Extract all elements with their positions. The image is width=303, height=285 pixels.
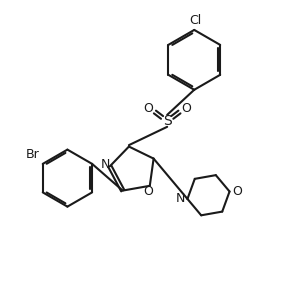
Text: Br: Br (25, 148, 39, 161)
Text: O: O (232, 185, 242, 198)
Text: Cl: Cl (190, 13, 202, 27)
Text: O: O (144, 102, 154, 115)
Text: O: O (181, 102, 191, 115)
Text: N: N (100, 158, 110, 171)
Text: N: N (176, 192, 185, 205)
Text: O: O (143, 185, 153, 198)
Text: S: S (163, 114, 171, 128)
